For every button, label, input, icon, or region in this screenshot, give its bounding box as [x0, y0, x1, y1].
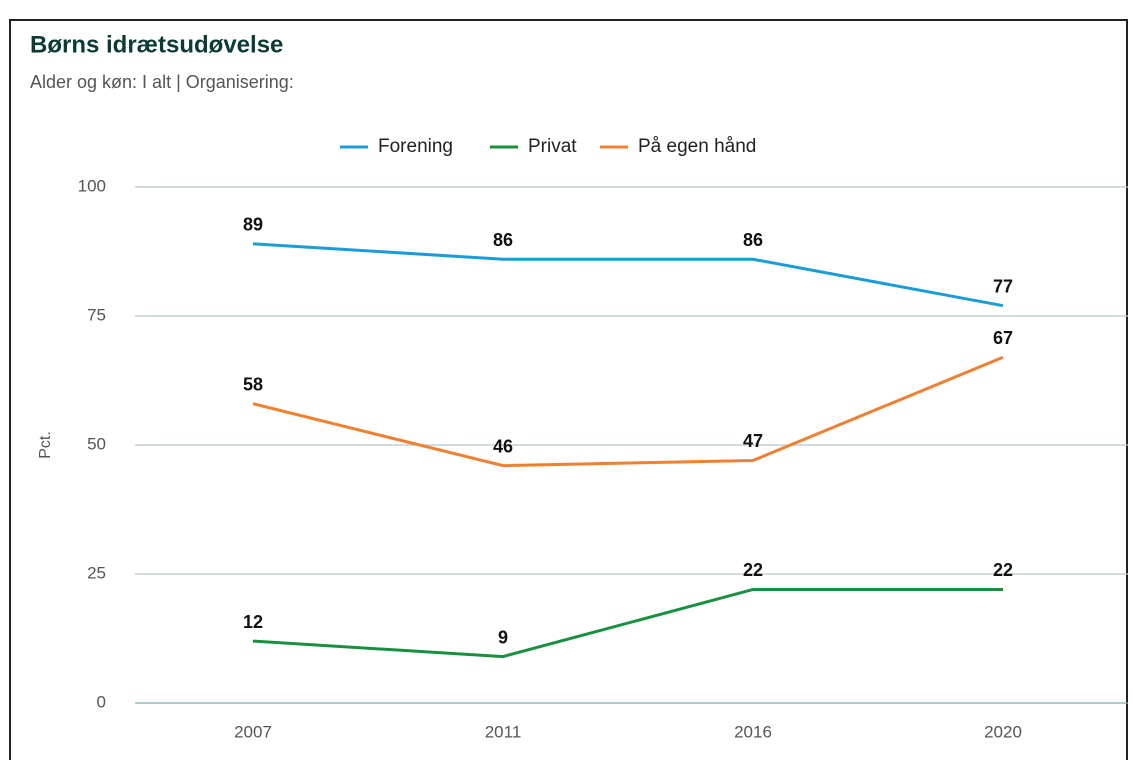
data-label: 86 [493, 230, 513, 250]
data-label: 89 [243, 215, 263, 235]
data-label: 22 [993, 560, 1013, 580]
x-tick-label: 2016 [734, 722, 772, 741]
y-tick-label: 100 [78, 176, 106, 195]
data-label: 12 [243, 612, 263, 632]
data-label: 67 [993, 328, 1013, 348]
data-label: 22 [743, 560, 763, 580]
x-tick-label: 2020 [984, 722, 1022, 741]
chart-frame [9, 19, 1128, 760]
data-label: 58 [243, 374, 263, 394]
series-line [252, 587, 1003, 659]
series-line [252, 242, 1004, 308]
y-tick-label: 0 [97, 692, 106, 711]
chart-title: Børns idrætsudøvelse [30, 31, 283, 58]
x-tick-label: 2011 [485, 722, 522, 741]
legend-label: Privat [528, 136, 577, 157]
chart-subtitle: Alder og køn: I alt | Organisering: [30, 72, 294, 92]
legend-label: På egen hånd [638, 136, 756, 157]
y-tick-label: 50 [87, 434, 106, 453]
data-label: 46 [493, 436, 513, 456]
data-label: 77 [993, 276, 1013, 296]
y-tick-label: 75 [87, 305, 106, 324]
y-axis-label: Pct. [37, 431, 54, 459]
data-label: 9 [498, 627, 508, 647]
data-label: 47 [743, 431, 763, 451]
legend-label: Forening [378, 136, 453, 157]
x-tick-label: 2007 [234, 722, 272, 741]
data-label: 86 [743, 230, 763, 250]
series-line [252, 355, 1004, 468]
y-tick-label: 25 [87, 563, 106, 582]
